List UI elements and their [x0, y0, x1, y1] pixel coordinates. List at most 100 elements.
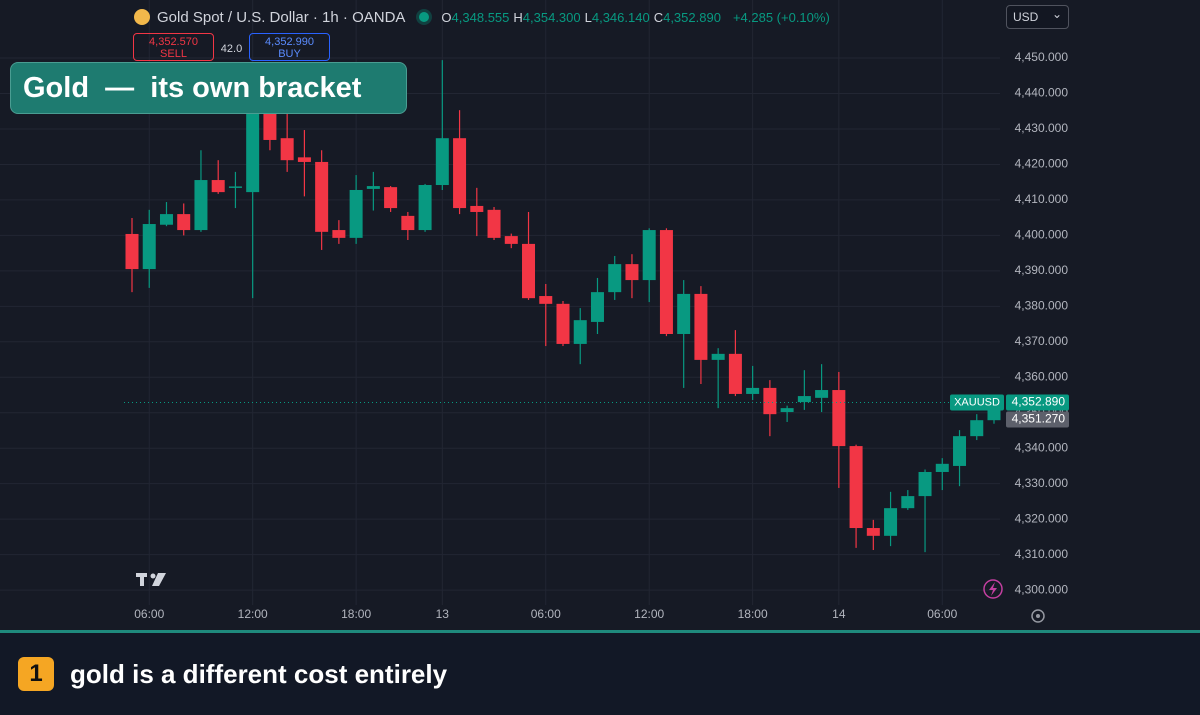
y-tick-label: 4,420.000 — [1015, 157, 1069, 171]
x-tick-label: 14 — [832, 607, 846, 621]
ohlc-value: 4,354.300 — [522, 9, 581, 25]
candle-body — [177, 214, 191, 231]
candle-body — [297, 157, 311, 162]
buy-price: 4,352.990 — [265, 36, 314, 48]
price-tag-label: 4,351.270 — [1012, 412, 1066, 426]
spread: 42.0 — [220, 43, 243, 55]
sell-label: SELL — [160, 48, 187, 60]
caption-text: gold is a different cost entirely — [70, 659, 448, 689]
candle-body — [832, 390, 846, 447]
symbol-tag — [950, 394, 1004, 411]
buy-button[interactable]: 4,352.990 BUY — [249, 33, 330, 61]
price-tag-label: 4,352.890 — [1012, 395, 1066, 409]
market-status — [419, 12, 430, 22]
ohlc-value: 4,348.555 — [451, 9, 510, 25]
candle-body — [228, 186, 242, 188]
candle-body — [711, 353, 725, 360]
x-tick-label: 12:00 — [238, 607, 268, 621]
candle-body — [366, 186, 380, 189]
candle-body — [280, 138, 294, 161]
y-tick-label: 4,410.000 — [1015, 192, 1069, 206]
candle-body — [573, 320, 587, 344]
candle-body — [884, 508, 898, 536]
sell-button[interactable]: 4,352.570 SELL — [133, 33, 214, 61]
x-tick-label: 12:00 — [634, 607, 664, 621]
candle-body — [625, 264, 639, 281]
y-tick-label: 4,320.000 — [1015, 511, 1069, 525]
y-tick-label: 4,340.000 — [1015, 440, 1069, 454]
ohlc-value: 4,346.140 — [591, 9, 650, 25]
settings-icon[interactable] — [1031, 609, 1045, 623]
overlay-title: Gold — its own bracket — [10, 62, 407, 114]
candle-body — [522, 243, 536, 299]
candle-body — [211, 180, 225, 193]
candle-body — [659, 230, 673, 334]
candle-body — [780, 408, 794, 413]
candle-body — [263, 111, 277, 140]
candle-body — [918, 471, 932, 497]
symbol-header: Gold Spot / U.S. Dollar · 1h · OANDA O4,… — [134, 8, 830, 26]
candle-body — [970, 420, 984, 437]
ohlc-key: H — [513, 9, 523, 25]
candle-body — [332, 230, 346, 238]
candle-body — [487, 209, 501, 238]
y-tick-label: 4,380.000 — [1015, 298, 1069, 312]
candle-body — [401, 215, 415, 231]
candle-body — [435, 138, 449, 186]
buy-label: BUY — [278, 48, 301, 60]
ohlc-values: O4,348.555 H4,354.300 L4,346.140 C4,352.890 — [441, 10, 725, 25]
x-tick-label: 06:00 — [531, 607, 561, 621]
candle-body — [901, 496, 915, 509]
candle-body — [159, 214, 173, 225]
tv-logo — [136, 573, 166, 586]
symbol-name: Gold Spot / U.S. Dollar · 1h · OANDA — [157, 8, 406, 26]
candle-body — [556, 303, 570, 344]
candle-body — [953, 436, 967, 466]
candle-body — [142, 224, 156, 270]
candle-body — [384, 187, 398, 209]
candle-body — [746, 387, 760, 394]
y-tick-label: 4,440.000 — [1015, 86, 1069, 100]
candle-body — [642, 230, 656, 281]
candle-body — [453, 138, 467, 209]
y-tick-label: 4,450.000 — [1015, 50, 1069, 64]
candle-body — [677, 293, 691, 334]
x-tick-label: 18:00 — [341, 607, 371, 621]
candle-body — [763, 387, 777, 415]
y-tick-label: 4,370.000 — [1015, 334, 1069, 348]
caption-bar: 1 gold is a different cost entirely — [0, 630, 1200, 715]
chart: 4,300.000 4,310.000 4,320.000 4,330.000 4,34… — [0, 0, 1069, 623]
candle-body — [797, 396, 811, 403]
candle-body — [246, 110, 260, 193]
candle-body — [470, 205, 484, 212]
ohlc-value: 4,352.890 — [663, 9, 721, 25]
candle-body — [866, 528, 880, 536]
y-tick-label: 4,330.000 — [1015, 476, 1069, 490]
ohlc-key: O — [441, 9, 452, 25]
price-tag — [1006, 394, 1069, 411]
candle-body — [728, 353, 742, 394]
caption-number: 1 — [18, 657, 54, 691]
currency-select[interactable]: USD — [1006, 3, 1069, 29]
x-tick-label: 18:00 — [738, 607, 768, 621]
y-tick-label: 4,300.000 — [1015, 582, 1069, 596]
x-tick-label: 06:00 — [927, 607, 957, 621]
price-change: +4.285 (+0.10%) — [732, 9, 830, 25]
ohlc-key: C — [653, 9, 664, 25]
candle-body — [694, 293, 708, 360]
candle-body — [849, 446, 863, 529]
sell-price: 4,352.570 — [149, 36, 198, 48]
candle-body — [590, 292, 604, 322]
candle-body — [539, 296, 553, 304]
ohlc-key: L — [584, 9, 592, 25]
symbol-tag-label: XAUUSD — [954, 396, 1000, 408]
y-tick-label: 4,360.000 — [1015, 369, 1069, 383]
y-tick-label: 4,310.000 — [1015, 547, 1069, 561]
lightning-icon — [983, 579, 1003, 599]
candle-body — [194, 180, 208, 231]
x-tick-label: 13 — [436, 607, 450, 621]
x-tick-label: 06:00 — [134, 607, 164, 621]
candle-body — [504, 236, 518, 244]
candle-body — [349, 189, 363, 238]
